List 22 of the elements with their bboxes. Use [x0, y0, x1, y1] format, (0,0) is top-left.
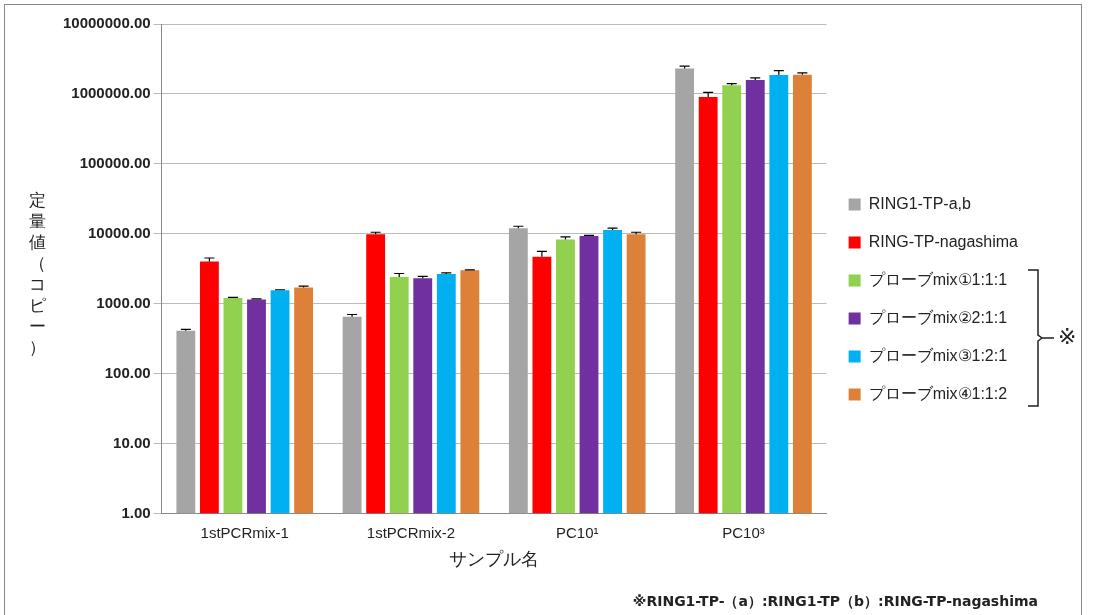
legend-label: プローブmix②2:1:1 — [868, 308, 1008, 326]
y-tick-label: 10000000.00 — [63, 14, 151, 32]
x-tick-label: PC10¹ — [555, 523, 599, 541]
legend-label: プローブmix④1:1:2 — [868, 384, 1008, 402]
x-tick-label: PC10³ — [722, 523, 765, 541]
legend-label: プローブmix①1:1:1 — [868, 270, 1008, 288]
x-tick-label: 1stPCRmix-1 — [200, 523, 289, 541]
x-tick-label: 1stPCRmix-2 — [366, 523, 456, 541]
y-tick-label: 10000.00 — [88, 223, 151, 241]
y-tick-label: 1.00 — [121, 503, 151, 521]
y-tick-label: 10.00 — [113, 433, 151, 451]
y-tick-label: 1000000.00 — [71, 84, 151, 102]
legend-label: RING1-TP-a,b — [868, 194, 971, 212]
legend-label: プローブmix③1:2:1 — [868, 346, 1008, 364]
y-axis-title: 定量値（コピー） — [27, 190, 47, 358]
text: ※RING1-TP-（a）:RING1-TP（b）:RING-TP-nagashima — [632, 593, 1038, 611]
legend-label: RING-TP-nagashima — [868, 232, 1019, 250]
x-axis-title: サンプル名 — [449, 549, 540, 570]
y-tick-label: 100.00 — [104, 363, 151, 381]
text: ※ — [1058, 323, 1077, 349]
y-tick-label: 1000.00 — [96, 293, 151, 311]
y-tick-label: 100000.00 — [79, 153, 151, 171]
